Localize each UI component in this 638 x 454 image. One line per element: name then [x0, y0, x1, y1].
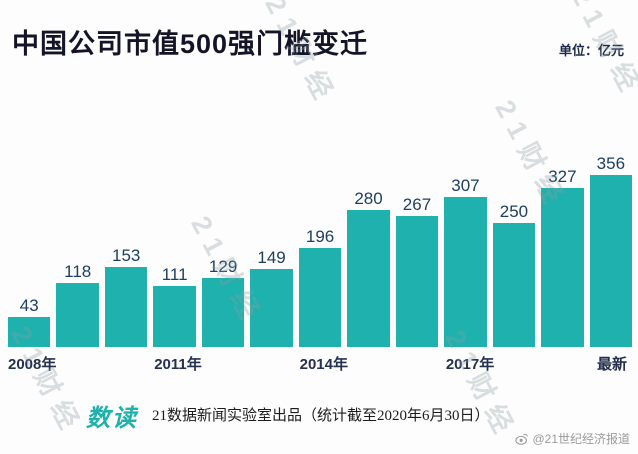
- bar-value-label: 129: [208, 257, 238, 276]
- bar-column: 129: [201, 257, 245, 347]
- bar-value-label: 327: [548, 167, 577, 186]
- bar: [444, 197, 487, 347]
- bars-container: 43 118 153 111 129 149 196 280 267 307 250 327 356: [8, 140, 633, 347]
- x-axis-label: [108, 352, 148, 374]
- bar-value-label: 280: [354, 189, 383, 208]
- bar-chart: 43 118 153 111 129 149 196 280 267 307 250 327 356: [8, 140, 633, 347]
- x-axis-label: 2017年: [445, 355, 495, 373]
- x-axis-label: [208, 352, 248, 374]
- bar-column: 149: [250, 248, 293, 347]
- bar: [104, 267, 148, 347]
- bar: [347, 210, 390, 347]
- x-axis-label: [400, 352, 440, 374]
- bar-value-label: 356: [596, 154, 626, 173]
- logo-shudu: 数读: [86, 405, 138, 432]
- bar: [56, 283, 99, 347]
- x-axis-label: 2008年: [8, 355, 57, 373]
- bar: [492, 223, 536, 347]
- bar-value-label: 196: [305, 227, 335, 246]
- bar-value-label: 149: [257, 248, 286, 267]
- bar-value-label: 111: [161, 265, 188, 284]
- bar: [298, 248, 342, 347]
- bar-value-label: 250: [499, 202, 529, 221]
- bar: [153, 286, 196, 347]
- x-axis-label: [500, 352, 540, 374]
- x-axis-label: [254, 352, 294, 374]
- x-axis: 2008年 2011年 2014年 2017年 最新: [8, 352, 632, 374]
- x-axis-label: [354, 352, 394, 374]
- x-axis-label: [546, 352, 586, 374]
- credit-text: 21数据新闻实验室出品（统计截至2020年6月30日）: [152, 408, 490, 424]
- bar: [541, 188, 584, 347]
- source-handle: @21世纪经济报道: [515, 430, 630, 447]
- unit-label: 单位：亿元: [558, 43, 624, 58]
- x-axis-label: 最新: [597, 355, 628, 373]
- bar-column: 196: [298, 227, 342, 347]
- source-handle-text: @21世纪经济报道: [532, 432, 630, 446]
- bar-column: 356: [589, 154, 633, 347]
- bar-value-label: 153: [111, 246, 141, 265]
- bar-value-label: 43: [19, 296, 39, 315]
- bar: [395, 216, 439, 347]
- bar-column: 118: [56, 262, 99, 347]
- bar-column: 327: [541, 167, 584, 347]
- bar: [250, 269, 293, 347]
- x-axis-label: [62, 352, 102, 374]
- bar-column: 307: [444, 176, 487, 347]
- x-axis-label: 2011年: [154, 355, 202, 373]
- bar: [8, 317, 51, 347]
- bar-value-label: 307: [451, 176, 480, 195]
- bar-column: 267: [395, 195, 439, 347]
- bar-column: 153: [104, 246, 148, 347]
- bar-column: 111: [153, 265, 196, 347]
- x-axis-label: 2014年: [299, 355, 348, 373]
- bar-value-label: 118: [64, 262, 92, 281]
- bar-column: 43: [8, 296, 51, 347]
- bar-value-label: 267: [402, 195, 432, 214]
- bar: [201, 278, 245, 347]
- page-title: 中国公司市值500强门槛变迁: [12, 29, 369, 59]
- bar-column: 250: [492, 202, 536, 347]
- bar: [589, 175, 633, 347]
- weibo-icon: [515, 432, 529, 446]
- bar-column: 280: [347, 189, 390, 347]
